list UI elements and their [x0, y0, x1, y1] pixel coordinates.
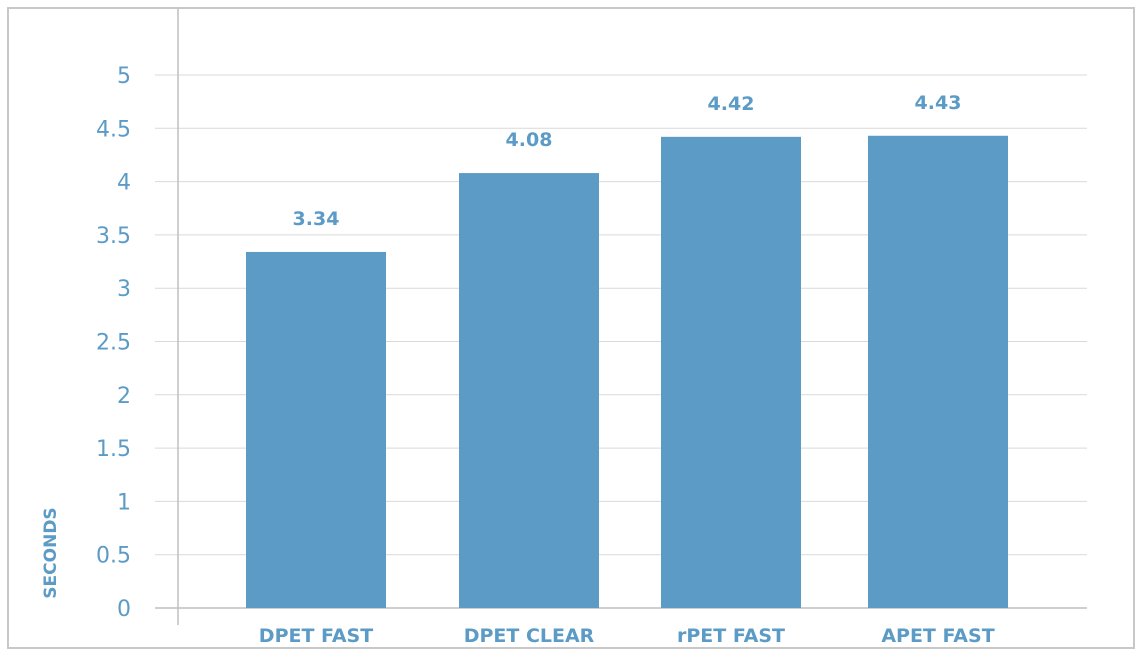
category-label: APET FAST: [881, 625, 994, 647]
category-label: rPET FAST: [677, 625, 785, 647]
data-label: 4.08: [506, 129, 553, 151]
y-tick-label: 0.5: [96, 544, 131, 569]
data-label: 3.34: [293, 208, 340, 230]
bar: [459, 173, 599, 608]
category-labels: DPET FAST DPET CLEAR rPET FAST APET FAST: [259, 625, 995, 647]
data-label: 4.42: [708, 93, 755, 115]
y-axis-title: SECONDS: [41, 507, 61, 598]
y-tick-label: 3: [117, 277, 131, 302]
bar: [661, 136, 801, 608]
y-tick-label: 1.5: [96, 437, 131, 462]
category-label: DPET FAST: [259, 625, 373, 647]
y-tick-label: 3.5: [96, 224, 131, 249]
data-label: 4.43: [915, 92, 962, 114]
y-tick-label: 4: [117, 171, 131, 196]
bar: [868, 135, 1008, 608]
bars: [246, 135, 1008, 608]
y-tick-label: 2.5: [96, 331, 131, 356]
bar: [246, 251, 386, 608]
y-tick-labels: 0 0.5 1 1.5 2 2.5 3 3.5 4 4.5 5: [96, 64, 131, 622]
y-tick-label: 1: [117, 490, 131, 515]
data-labels: 3.34 4.08 4.42 4.43: [293, 92, 962, 230]
y-tick-label: 5: [117, 64, 131, 89]
y-tick-label: 2: [117, 384, 131, 409]
y-tick-label: 4.5: [96, 117, 131, 142]
y-tick-label: 0: [117, 597, 131, 622]
category-label: DPET CLEAR: [464, 625, 595, 647]
